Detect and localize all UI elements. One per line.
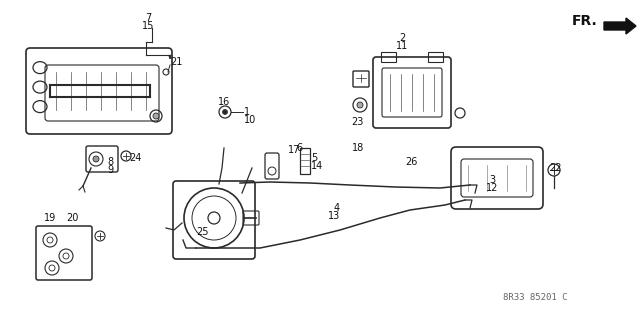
Text: 15: 15: [142, 21, 154, 31]
Text: 22: 22: [549, 163, 561, 173]
Text: 17: 17: [288, 145, 300, 155]
Text: FR.: FR.: [572, 14, 598, 28]
Text: 4: 4: [334, 203, 340, 213]
Text: 8R33 85201 C: 8R33 85201 C: [503, 293, 567, 302]
Polygon shape: [604, 18, 636, 34]
Circle shape: [153, 113, 159, 119]
Text: 21: 21: [170, 57, 182, 67]
Circle shape: [93, 156, 99, 162]
Text: 2: 2: [399, 33, 405, 43]
Text: 26: 26: [405, 157, 417, 167]
Text: 18: 18: [352, 143, 364, 153]
Text: 19: 19: [44, 213, 56, 223]
Text: 16: 16: [218, 97, 230, 107]
Bar: [300, 148, 310, 174]
Text: 1: 1: [244, 107, 250, 117]
Bar: [381, 52, 396, 62]
Text: 20: 20: [66, 213, 78, 223]
Circle shape: [223, 109, 227, 115]
Text: 24: 24: [129, 153, 141, 163]
Text: 6: 6: [296, 143, 302, 153]
Text: 11: 11: [396, 41, 408, 51]
Bar: [428, 52, 443, 62]
Text: 7: 7: [145, 13, 151, 23]
Text: 8: 8: [107, 157, 113, 167]
Text: 9: 9: [107, 165, 113, 175]
Text: 12: 12: [486, 183, 498, 193]
Text: 13: 13: [328, 211, 340, 221]
Text: 3: 3: [489, 175, 495, 185]
Text: 10: 10: [244, 115, 256, 125]
Circle shape: [357, 102, 363, 108]
Text: 5: 5: [311, 153, 317, 163]
Text: 23: 23: [351, 117, 364, 127]
Text: 14: 14: [311, 161, 323, 171]
Text: 25: 25: [196, 227, 209, 237]
